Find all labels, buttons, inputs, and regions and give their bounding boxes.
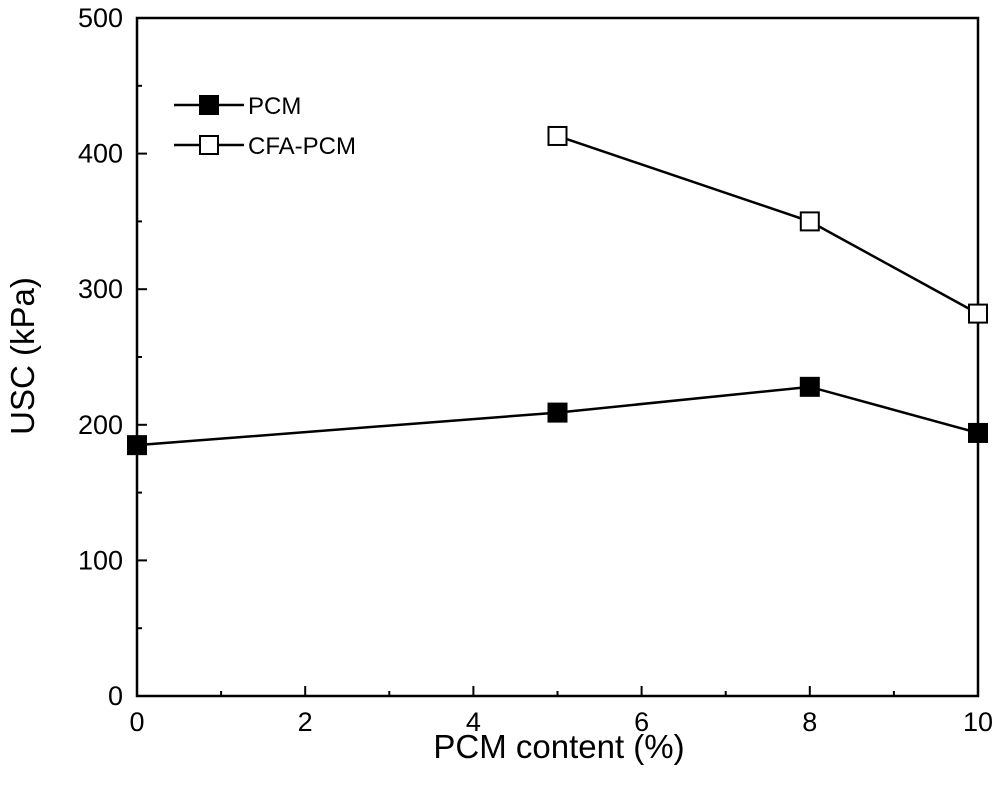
data-point-cfa-pcm: [968, 303, 988, 324]
series-layer: [127, 125, 988, 456]
y-tick-label: 300: [78, 274, 123, 304]
data-point-pcm: [968, 422, 988, 443]
x-tick-label: 8: [802, 707, 817, 737]
data-point-pcm: [799, 376, 820, 397]
y-tick-label: 500: [78, 3, 123, 33]
y-tick-label: 400: [78, 139, 123, 169]
legend-label-pcm: PCM: [248, 93, 301, 120]
data-point-cfa-pcm: [547, 125, 568, 146]
legend-marker-pcm: [199, 95, 219, 115]
series-pcm: [127, 376, 988, 456]
x-axis-title: PCM content (%): [433, 728, 684, 765]
legend-marker-cfa-pcm: [199, 135, 219, 155]
series-cfa-pcm: [547, 125, 988, 324]
data-point-cfa-pcm: [799, 211, 820, 232]
x-tick-label: 6: [634, 707, 649, 737]
data-point-pcm: [127, 435, 147, 456]
legend: PCM CFA-PCM: [174, 93, 356, 160]
y-tick-label: 200: [78, 410, 123, 440]
x-tick-label: 2: [298, 707, 313, 737]
x-tick-label: 4: [466, 707, 481, 737]
legend-label-cfa-pcm: CFA-PCM: [248, 133, 356, 160]
y-tick-label: 100: [78, 545, 123, 575]
data-point-pcm: [547, 402, 568, 423]
series-line-cfa-pcm: [557, 134, 979, 315]
y-axis-title: USC (kPa): [4, 277, 41, 435]
y-tick-label: 0: [108, 681, 123, 711]
x-tick-label: 0: [129, 707, 144, 737]
series-line-pcm: [136, 385, 979, 447]
x-tick-label: 10: [963, 707, 993, 737]
